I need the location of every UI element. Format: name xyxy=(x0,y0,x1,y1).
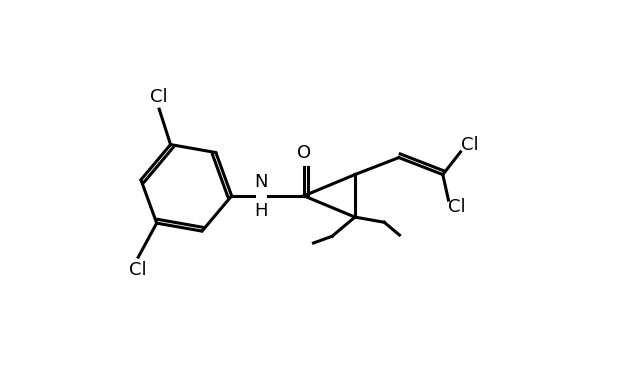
Text: H: H xyxy=(255,202,268,220)
Text: Cl: Cl xyxy=(150,88,168,106)
Text: O: O xyxy=(297,144,311,163)
Text: Cl: Cl xyxy=(449,198,466,216)
Text: N: N xyxy=(255,173,268,191)
Text: Cl: Cl xyxy=(129,261,147,279)
Text: Cl: Cl xyxy=(461,136,478,154)
